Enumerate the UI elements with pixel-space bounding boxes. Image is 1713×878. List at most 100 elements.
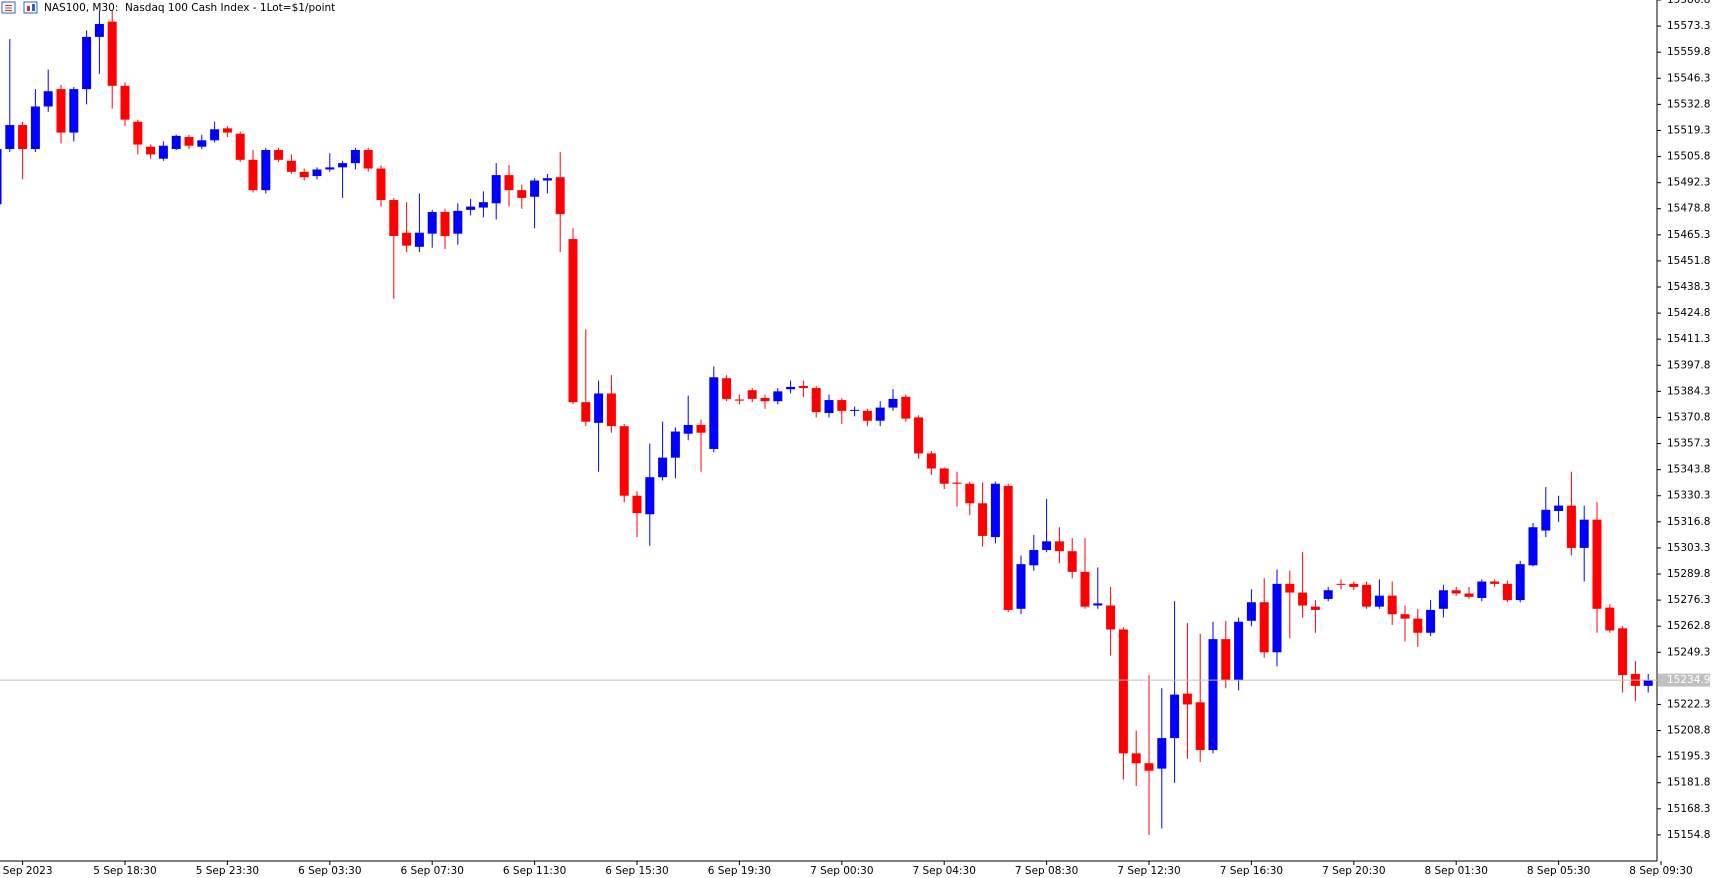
- x-tick-label: 6 Sep 15:30: [605, 865, 668, 877]
- candle-body: [248, 159, 258, 191]
- y-tick-label: 15208.8: [1667, 725, 1710, 737]
- candle-body: [798, 385, 808, 389]
- candle-body: [555, 177, 565, 215]
- candle-body: [376, 168, 386, 201]
- candle-body: [427, 212, 437, 234]
- candle-body: [158, 145, 168, 159]
- candle-body: [658, 457, 668, 478]
- x-tick-label: 5 Sep 23:30: [196, 865, 259, 877]
- x-tick-label: 7 Sep 20:30: [1322, 865, 1385, 877]
- candle-body: [133, 121, 143, 145]
- candle-body: [1182, 693, 1192, 705]
- candle-body: [939, 468, 949, 484]
- candle-body: [1106, 605, 1116, 630]
- y-tick-label: 15519.3: [1667, 124, 1710, 136]
- candle-body: [773, 391, 783, 402]
- candle-body: [107, 21, 117, 86]
- x-tick-label: 7 Sep 16:30: [1220, 865, 1283, 877]
- candle-body: [1067, 551, 1077, 572]
- candle-body: [670, 431, 680, 458]
- candle-body: [517, 190, 527, 198]
- candle-body: [530, 180, 540, 197]
- candle-body: [606, 393, 616, 427]
- candle-body: [1374, 595, 1384, 607]
- candle-body: [210, 129, 220, 141]
- candle-body: [338, 163, 348, 168]
- icon-bar: [27, 6, 30, 11]
- y-tick-label: 15154.8: [1667, 829, 1710, 841]
- candle-body: [1195, 702, 1205, 751]
- candle-body: [1528, 527, 1538, 566]
- candle-body: [350, 149, 360, 164]
- y-tick-label: 15505.8: [1667, 151, 1710, 163]
- icon-bar: [32, 4, 35, 11]
- y-tick-label: 15532.8: [1667, 98, 1710, 110]
- candle-body: [82, 36, 92, 90]
- candle-body: [632, 495, 642, 514]
- candle-body: [1042, 541, 1052, 551]
- candle-body: [1246, 602, 1256, 621]
- candle-body: [504, 175, 514, 191]
- y-tick-label: 15451.8: [1667, 255, 1710, 267]
- candle-body: [1387, 595, 1397, 615]
- y-tick-label: 15289.8: [1667, 568, 1710, 580]
- x-tick-label: 7 Sep 12:30: [1117, 865, 1180, 877]
- candle-body: [30, 106, 40, 150]
- candle-body: [1618, 628, 1628, 676]
- candle-body: [1016, 564, 1026, 609]
- y-tick-label: 15181.8: [1667, 777, 1710, 789]
- candle-body: [1221, 639, 1231, 681]
- candle-body: [1336, 583, 1346, 585]
- y-tick-label: 15343.8: [1667, 464, 1710, 476]
- candle-body: [914, 417, 924, 454]
- candle-body: [1170, 694, 1180, 739]
- candle-body: [1643, 680, 1653, 686]
- candle-body: [1298, 592, 1308, 606]
- candle-body: [837, 400, 847, 411]
- x-tick-label: 8 Sep 09:30: [1629, 865, 1692, 877]
- candle-body: [453, 210, 463, 234]
- candle-body: [965, 483, 975, 504]
- y-tick-label: 15303.3: [1667, 542, 1710, 554]
- y-tick-label: 15168.3: [1667, 803, 1710, 815]
- y-tick-label: 15492.3: [1667, 177, 1710, 189]
- x-tick-label: 6 Sep 19:30: [708, 865, 771, 877]
- candle-body: [312, 169, 322, 177]
- candle-body: [1131, 753, 1141, 764]
- candle-body: [875, 407, 885, 421]
- candle-body: [1349, 583, 1359, 587]
- candle-body: [1080, 571, 1090, 607]
- candle-body: [1579, 519, 1589, 548]
- candle-body: [235, 133, 245, 160]
- x-tick-label: 6 Sep 03:30: [298, 865, 361, 877]
- header: NAS100, M30: Nasdaq 100 Cash Index - 1Lo…: [1, 1, 335, 14]
- candle-body: [978, 503, 988, 536]
- candle-body: [0, 149, 2, 205]
- candle-body: [760, 397, 770, 402]
- candle-body: [1451, 590, 1461, 594]
- candle-body: [1566, 505, 1576, 548]
- candle-body: [466, 206, 476, 210]
- candle-body: [120, 85, 130, 120]
- candle-body: [1285, 583, 1295, 593]
- candle-body: [1477, 581, 1487, 598]
- y-tick-label: 15195.3: [1667, 751, 1710, 763]
- candle-body: [389, 200, 399, 236]
- candle-body: [850, 409, 860, 411]
- x-tick-label: 6 Sep 07:30: [400, 865, 463, 877]
- candle-body: [683, 424, 693, 434]
- x-tick-label: 7 Sep 04:30: [912, 865, 975, 877]
- candle-body: [491, 175, 501, 204]
- candle-body: [94, 23, 104, 37]
- y-tick-label: 15276.3: [1667, 594, 1710, 606]
- candle-body: [69, 89, 79, 133]
- candle-body: [222, 128, 232, 133]
- y-tick-label: 15330.3: [1667, 490, 1710, 502]
- candle-body: [901, 396, 911, 419]
- current-price-label: 15234.9: [1667, 674, 1710, 686]
- candle-body: [1259, 602, 1269, 653]
- candle-body: [299, 171, 309, 178]
- candle-body: [1003, 485, 1013, 610]
- candle-body: [414, 232, 424, 247]
